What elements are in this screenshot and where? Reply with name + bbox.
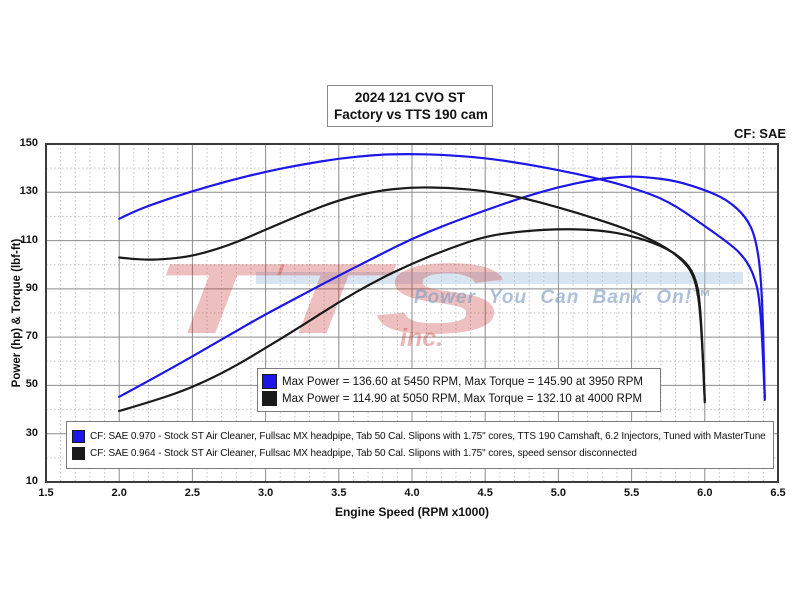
curve-factory-power-hp- <box>118 228 706 413</box>
setup-row-tts: CF: SAE 0.970 - Stock ST Air Cleaner, Fu… <box>72 430 773 443</box>
curve-tts-190-cam-torque-lbf-ft- <box>118 153 766 399</box>
curve-tts-190-cam-power-hp- <box>118 175 766 401</box>
y-tick-label: 10 <box>25 475 38 487</box>
blue-setup-swatch <box>72 430 85 443</box>
y-tick-label: 150 <box>19 137 38 149</box>
blue-series-swatch <box>262 374 277 389</box>
x-tick-label: 4.0 <box>404 487 420 499</box>
x-tick-label: 2.0 <box>111 487 127 499</box>
chart-title-box: 2024 121 CVO ST Factory vs TTS 190 cam <box>327 85 493 127</box>
setup-row-factory: CF: SAE 0.964 - Stock ST Air Cleaner, Fu… <box>72 447 773 460</box>
x-tick-label: 5.5 <box>623 487 640 499</box>
setup-row-tts-text: CF: SAE 0.970 - Stock ST Air Cleaner, Fu… <box>90 431 766 442</box>
y-tick-label: 130 <box>19 185 38 198</box>
x-tick-label: 4.5 <box>477 487 493 499</box>
x-tick-label: 6.0 <box>697 487 713 499</box>
max-values-legend: Max Power = 136.60 at 5450 RPM, Max Torq… <box>257 368 661 412</box>
black-setup-swatch <box>72 447 85 460</box>
y-tick-label: 30 <box>25 426 38 439</box>
correction-factor-label: CF: SAE <box>734 126 786 141</box>
tts-logo-watermark: TTS <box>152 243 505 355</box>
x-tick-label: 5.0 <box>550 487 567 499</box>
y-tick-label: 90 <box>25 281 38 294</box>
x-tick-label: 3.5 <box>331 487 347 499</box>
legend-row-tts-text: Max Power = 136.60 at 5450 RPM, Max Torq… <box>282 375 643 388</box>
x-tick-label: 2.5 <box>184 487 201 499</box>
chart-subtitle: Factory vs TTS 190 cam <box>334 107 488 122</box>
setup-row-factory-text: CF: SAE 0.964 - Stock ST Air Cleaner, Fu… <box>90 448 637 459</box>
x-tick-label: 1.5 <box>38 487 54 499</box>
y-axis-label: Power (hp) & Torque (lbf-ft) <box>11 238 23 388</box>
chart-title: 2024 121 CVO ST <box>354 90 466 105</box>
legend-row-factory-text: Max Power = 114.90 at 5050 RPM, Max Torq… <box>282 392 643 405</box>
legend-row-factory: Max Power = 114.90 at 5050 RPM, Max Torq… <box>262 391 660 406</box>
tts-logo-inc: inc. <box>400 324 444 352</box>
black-series-swatch <box>262 391 277 406</box>
setup-legend: CF: SAE 0.970 - Stock ST Air Cleaner, Fu… <box>66 421 774 469</box>
y-tick-label: 50 <box>25 378 38 391</box>
y-tick-label: 70 <box>25 330 38 343</box>
x-tick-label: 3.0 <box>257 487 274 499</box>
x-tick-label: 6.5 <box>770 487 786 499</box>
x-axis-label: Engine Speed (RPM x1000) <box>334 505 490 519</box>
legend-row-tts: Max Power = 136.60 at 5450 RPM, Max Torq… <box>262 374 660 389</box>
y-tick-label: 110 <box>20 233 38 246</box>
tts-tagline-watermark: Power You Can Bank On!™ <box>414 287 713 308</box>
